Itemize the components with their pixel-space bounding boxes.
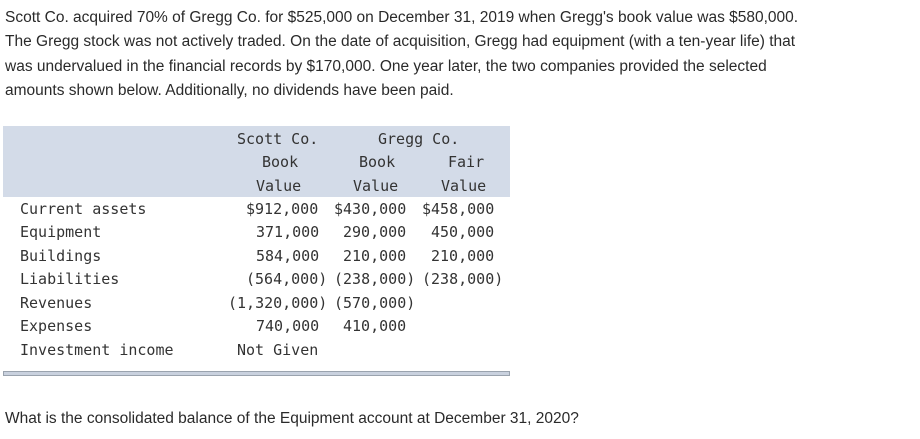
gregg-book-value-cell: 210,000	[343, 247, 407, 265]
scott-book-value-cell: $912,000	[246, 200, 319, 218]
gregg-fair-value-cell: 210,000	[431, 247, 495, 265]
gregg-book-value-cell: $430,000	[334, 200, 407, 218]
gregg-fair-value-cell: $458,000	[422, 200, 495, 218]
intro-line: was undervalued in the financial records…	[5, 57, 767, 75]
header-gregg-fair: Fair	[448, 153, 485, 171]
financial-data-table: Scott Co. Gregg Co. Book Book Fair Value…	[3, 126, 510, 376]
gregg-fair-value-cell: 450,000	[431, 223, 495, 241]
row-label: Buildings	[20, 247, 102, 265]
header-gregg-fair-value: Value	[441, 177, 487, 195]
scott-book-value-cell: Not Given	[237, 341, 319, 359]
row-label: Equipment	[20, 223, 102, 241]
header-scott-value: Value	[256, 177, 302, 195]
row-label: Liabilities	[20, 270, 120, 288]
question-text: What is the consolidated balance of the …	[5, 410, 579, 427]
scott-book-value-cell: (1,320,000)	[228, 294, 328, 312]
scott-book-value-cell: 740,000	[256, 317, 320, 335]
table-header	[3, 126, 510, 197]
header-scott-company: Scott Co.	[237, 130, 319, 148]
scott-book-value-cell: 371,000	[256, 223, 320, 241]
header-scott-book: Book	[262, 153, 299, 171]
intro-line: The Gregg stock was not actively traded.…	[5, 33, 796, 51]
table-bottom-rule	[3, 371, 510, 376]
gregg-book-value-cell: (570,000)	[334, 294, 416, 312]
row-label: Investment income	[20, 341, 174, 359]
intro-line: amounts shown below. Additionally, no di…	[5, 81, 454, 99]
scott-book-value-cell: (564,000)	[246, 270, 328, 288]
header-gregg-book-value: Value	[353, 177, 399, 195]
scott-book-value-cell: 584,000	[256, 247, 320, 265]
row-label: Expenses	[20, 317, 93, 335]
problem-statement: Scott Co. acquired 70% of Gregg Co. for …	[5, 6, 905, 103]
row-label: Revenues	[20, 294, 93, 312]
header-gregg-company: Gregg Co.	[378, 130, 460, 148]
intro-line: Scott Co. acquired 70% of Gregg Co. for …	[5, 9, 799, 26]
header-gregg-book: Book	[359, 153, 396, 171]
gregg-book-value-cell: 410,000	[343, 317, 407, 335]
row-label: Current assets	[20, 200, 147, 218]
gregg-book-value-cell: (238,000)	[334, 270, 416, 288]
gregg-fair-value-cell: (238,000)	[422, 270, 504, 288]
gregg-book-value-cell: 290,000	[343, 223, 407, 241]
